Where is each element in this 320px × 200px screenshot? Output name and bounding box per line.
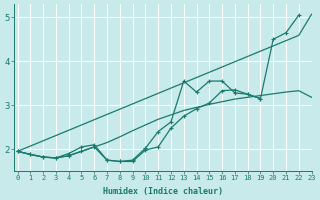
X-axis label: Humidex (Indice chaleur): Humidex (Indice chaleur) bbox=[103, 187, 223, 196]
